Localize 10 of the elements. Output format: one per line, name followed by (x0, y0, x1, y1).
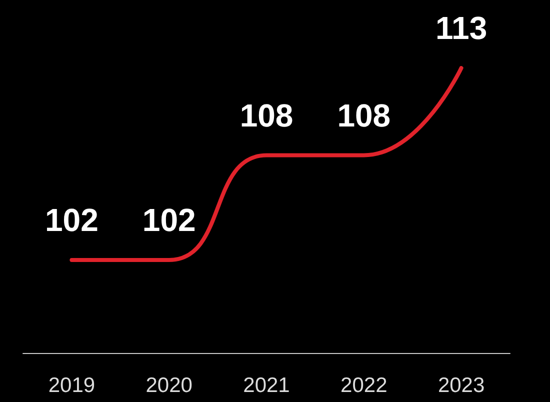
data-label: 113 (435, 10, 488, 46)
data-label: 108 (337, 97, 391, 134)
x-tick-label: 2022 (340, 374, 388, 397)
x-tick-label: 2021 (243, 374, 290, 397)
x-tick-label: 2023 (438, 374, 485, 397)
data-label: 102 (142, 202, 196, 238)
x-tick-label: 2019 (48, 374, 96, 397)
x-tick-label: 2020 (146, 374, 192, 397)
data-label: 108 (240, 97, 294, 134)
data-label: 102 (45, 202, 98, 238)
